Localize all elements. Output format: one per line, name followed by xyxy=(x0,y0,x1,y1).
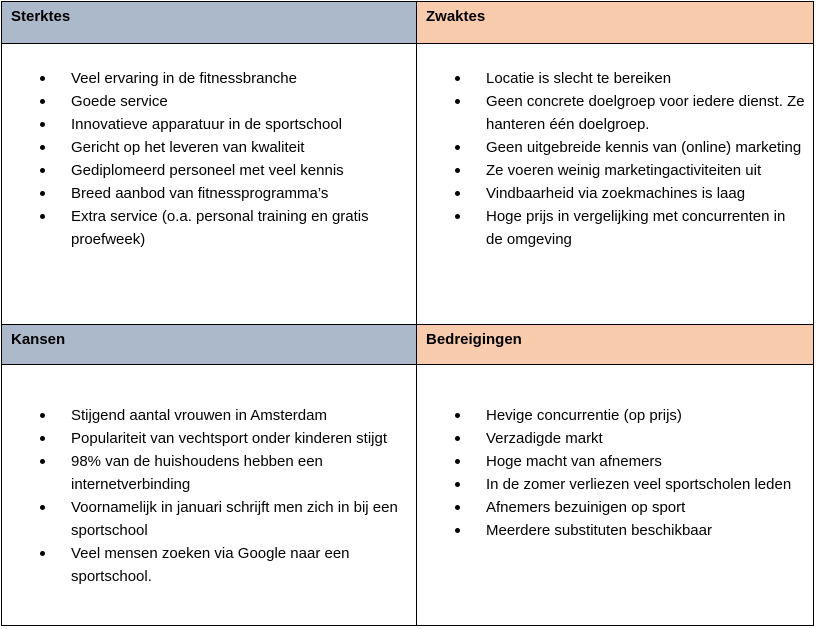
list-item: Veel ervaring in de fitnessbranche xyxy=(2,67,416,90)
zwaktes-list: Locatie is slecht te bereiken Geen concre… xyxy=(417,67,813,251)
list-item: Hoge macht van afnemers xyxy=(417,450,813,473)
list-item: Gediplomeerd personeel met veel kennis xyxy=(2,159,416,182)
list-item: Extra service (o.a. personal training en… xyxy=(2,205,416,251)
kansen-title: Kansen xyxy=(11,331,66,348)
list-item: Voornamelijk in januari schrijft men zic… xyxy=(2,496,416,542)
list-item: In de zomer verliezen veel sportscholen … xyxy=(417,473,813,496)
list-item: Stijgend aantal vrouwen in Amsterdam xyxy=(2,404,416,427)
list-item: Meerdere substituten beschikbaar xyxy=(417,519,813,542)
sterktes-title: Sterktes xyxy=(11,8,71,25)
bedreigingen-header: Bedreigingen xyxy=(416,324,814,365)
sterktes-header: Sterktes xyxy=(1,1,417,44)
list-item: Hoge prijs in vergelijking met concurren… xyxy=(417,205,813,251)
list-item: Vindbaarheid via zoekmachines is laag xyxy=(417,182,813,205)
kansen-header: Kansen xyxy=(1,324,417,365)
list-item: Geen concrete doelgroep voor iedere dien… xyxy=(417,90,813,136)
list-item: Geen uitgebreide kennis van (online) mar… xyxy=(417,136,813,159)
list-item: Locatie is slecht te bereiken xyxy=(417,67,813,90)
kansen-list: Stijgend aantal vrouwen in Amsterdam Popu… xyxy=(2,404,416,588)
zwaktes-title: Zwaktes xyxy=(426,8,486,25)
kansen-cell: Stijgend aantal vrouwen in Amsterdam Popu… xyxy=(1,364,417,626)
list-item: Goede service xyxy=(2,90,416,113)
sterktes-cell: Veel ervaring in de fitnessbranche Goede … xyxy=(1,43,417,325)
list-item: Veel mensen zoeken via Google naar een s… xyxy=(2,542,416,588)
zwaktes-cell: Locatie is slecht te bereiken Geen concre… xyxy=(416,43,814,325)
bedreigingen-list: Hevige concurrentie (op prijs) Verzadigde… xyxy=(417,404,813,542)
list-item: 98% van de huishoudens hebben een intern… xyxy=(2,450,416,496)
list-item: Innovatieve apparatuur in de sportschool xyxy=(2,113,416,136)
list-item: Hevige concurrentie (op prijs) xyxy=(417,404,813,427)
bedreigingen-cell: Hevige concurrentie (op prijs) Verzadigde… xyxy=(416,364,814,626)
list-item: Ze voeren weinig marketingactiviteiten u… xyxy=(417,159,813,182)
list-item: Populariteit van vechtsport onder kinder… xyxy=(2,427,416,450)
list-item: Afnemers bezuinigen op sport xyxy=(417,496,813,519)
list-item: Verzadigde markt xyxy=(417,427,813,450)
bedreigingen-title: Bedreigingen xyxy=(426,331,522,348)
sterktes-list: Veel ervaring in de fitnessbranche Goede … xyxy=(2,67,416,251)
list-item: Breed aanbod van fitnessprogramma’s xyxy=(2,182,416,205)
list-item: Gericht op het leveren van kwaliteit xyxy=(2,136,416,159)
zwaktes-header: Zwaktes xyxy=(416,1,814,44)
